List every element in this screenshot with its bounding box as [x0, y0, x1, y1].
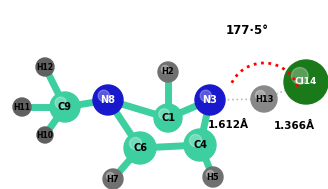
Circle shape — [184, 129, 216, 161]
Circle shape — [50, 92, 80, 122]
Circle shape — [103, 169, 123, 189]
Text: H7: H7 — [107, 174, 119, 184]
Circle shape — [256, 90, 265, 100]
Circle shape — [13, 98, 31, 116]
Circle shape — [37, 127, 53, 143]
Text: C6: C6 — [133, 143, 147, 153]
Circle shape — [292, 67, 308, 84]
Text: H11: H11 — [13, 102, 31, 112]
Circle shape — [124, 132, 156, 164]
Circle shape — [284, 60, 328, 104]
Circle shape — [98, 90, 110, 101]
Circle shape — [195, 85, 225, 115]
Text: N8: N8 — [100, 95, 115, 105]
Text: 177·5°: 177·5° — [226, 23, 269, 36]
Text: H10: H10 — [36, 130, 53, 139]
Text: H5: H5 — [207, 173, 219, 181]
Text: 1.612Å: 1.612Å — [207, 120, 249, 130]
Text: C9: C9 — [58, 102, 72, 112]
Circle shape — [55, 97, 67, 108]
Circle shape — [154, 104, 182, 132]
Circle shape — [161, 65, 169, 73]
Circle shape — [93, 85, 123, 115]
Circle shape — [158, 62, 178, 82]
Text: Cl14: Cl14 — [295, 77, 317, 87]
Text: N3: N3 — [203, 95, 217, 105]
Text: H12: H12 — [36, 63, 53, 71]
Text: C4: C4 — [193, 140, 207, 150]
Circle shape — [190, 134, 202, 147]
Circle shape — [130, 137, 142, 150]
Circle shape — [251, 86, 277, 112]
Circle shape — [106, 172, 114, 180]
Circle shape — [206, 170, 214, 178]
Text: H2: H2 — [162, 67, 174, 77]
Circle shape — [203, 167, 223, 187]
Circle shape — [36, 58, 54, 76]
Text: C1: C1 — [161, 113, 175, 123]
Circle shape — [159, 109, 169, 119]
Text: 1.366Å: 1.366Å — [274, 121, 315, 131]
Text: H13: H13 — [255, 94, 273, 104]
Circle shape — [200, 90, 212, 101]
